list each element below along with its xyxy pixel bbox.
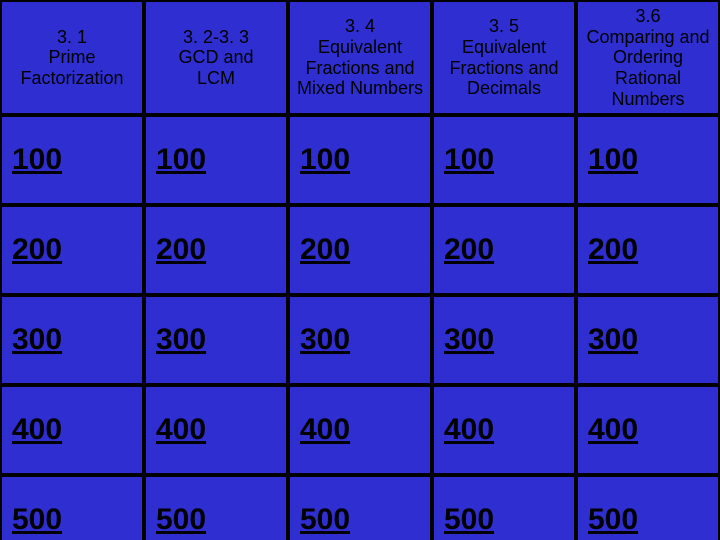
value-cell[interactable]: 500 [288, 475, 432, 540]
value-link[interactable]: 300 [588, 323, 638, 357]
value-cell[interactable]: 300 [0, 295, 144, 385]
value-link[interactable]: 300 [300, 323, 350, 357]
value-link[interactable]: 200 [156, 233, 206, 267]
value-link[interactable]: 400 [444, 413, 494, 447]
value-row-200: 200 200 200 200 200 [0, 205, 720, 295]
value-link[interactable]: 300 [444, 323, 494, 357]
value-cell[interactable]: 400 [144, 385, 288, 475]
value-link[interactable]: 200 [300, 233, 350, 267]
value-cell[interactable]: 400 [0, 385, 144, 475]
value-cell[interactable]: 100 [144, 115, 288, 205]
category-header: 3. 4 Equivalent Fractions and Mixed Numb… [288, 0, 432, 115]
value-cell[interactable]: 400 [576, 385, 720, 475]
value-cell[interactable]: 300 [288, 295, 432, 385]
value-cell[interactable]: 200 [144, 205, 288, 295]
value-cell[interactable]: 100 [0, 115, 144, 205]
value-link[interactable]: 500 [588, 503, 638, 537]
value-cell[interactable]: 500 [144, 475, 288, 540]
value-cell[interactable]: 100 [576, 115, 720, 205]
value-cell[interactable]: 100 [432, 115, 576, 205]
category-header: 3. 1 Prime Factorization [0, 0, 144, 115]
value-cell[interactable]: 200 [432, 205, 576, 295]
value-cell[interactable]: 400 [432, 385, 576, 475]
jeopardy-board: 3. 1 Prime Factorization 3. 2-3. 3 GCD a… [0, 0, 720, 540]
value-link[interactable]: 400 [588, 413, 638, 447]
value-link[interactable]: 200 [444, 233, 494, 267]
value-row-400: 400 400 400 400 400 [0, 385, 720, 475]
value-link[interactable]: 300 [156, 323, 206, 357]
value-cell[interactable]: 200 [576, 205, 720, 295]
value-cell[interactable]: 400 [288, 385, 432, 475]
value-link[interactable]: 300 [12, 323, 62, 357]
value-cell[interactable]: 300 [576, 295, 720, 385]
value-cell[interactable]: 300 [144, 295, 288, 385]
value-link[interactable]: 500 [12, 503, 62, 537]
value-cell[interactable]: 200 [0, 205, 144, 295]
value-link[interactable]: 200 [12, 233, 62, 267]
value-row-500: 500 500 500 500 500 [0, 475, 720, 540]
value-link[interactable]: 400 [156, 413, 206, 447]
category-row: 3. 1 Prime Factorization 3. 2-3. 3 GCD a… [0, 0, 720, 115]
value-link[interactable]: 400 [12, 413, 62, 447]
value-link[interactable]: 100 [12, 143, 62, 177]
value-link[interactable]: 500 [444, 503, 494, 537]
value-link[interactable]: 500 [300, 503, 350, 537]
value-row-100: 100 100 100 100 100 [0, 115, 720, 205]
value-link[interactable]: 100 [588, 143, 638, 177]
value-link[interactable]: 500 [156, 503, 206, 537]
value-cell[interactable]: 500 [432, 475, 576, 540]
value-link[interactable]: 100 [444, 143, 494, 177]
value-cell[interactable]: 100 [288, 115, 432, 205]
value-cell[interactable]: 500 [0, 475, 144, 540]
value-link[interactable]: 400 [300, 413, 350, 447]
value-link[interactable]: 100 [156, 143, 206, 177]
category-header: 3.6 Comparing and Ordering Rational Numb… [576, 0, 720, 115]
value-cell[interactable]: 500 [576, 475, 720, 540]
category-header: 3. 5 Equivalent Fractions and Decimals [432, 0, 576, 115]
value-cell[interactable]: 300 [432, 295, 576, 385]
value-link[interactable]: 200 [588, 233, 638, 267]
value-link[interactable]: 100 [300, 143, 350, 177]
value-row-300: 300 300 300 300 300 [0, 295, 720, 385]
category-header: 3. 2-3. 3 GCD and LCM [144, 0, 288, 115]
value-cell[interactable]: 200 [288, 205, 432, 295]
